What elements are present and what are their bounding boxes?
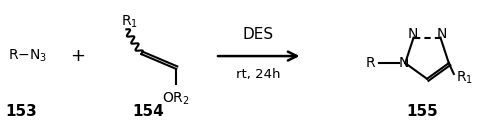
Text: N: N (436, 27, 446, 41)
Text: 155: 155 (406, 104, 438, 120)
Text: R$_1$: R$_1$ (122, 13, 138, 30)
Text: rt, 24h: rt, 24h (236, 68, 281, 81)
Text: 153: 153 (6, 104, 38, 120)
Text: +: + (70, 47, 86, 65)
Text: 154: 154 (132, 104, 164, 120)
Text: R$_1$: R$_1$ (456, 70, 473, 86)
Text: N: N (399, 56, 409, 70)
Text: OR$_2$: OR$_2$ (162, 91, 190, 107)
Text: R$-$N$_3$: R$-$N$_3$ (8, 48, 48, 64)
Text: N: N (408, 27, 418, 41)
Text: DES: DES (243, 27, 274, 42)
Text: R: R (366, 56, 376, 70)
